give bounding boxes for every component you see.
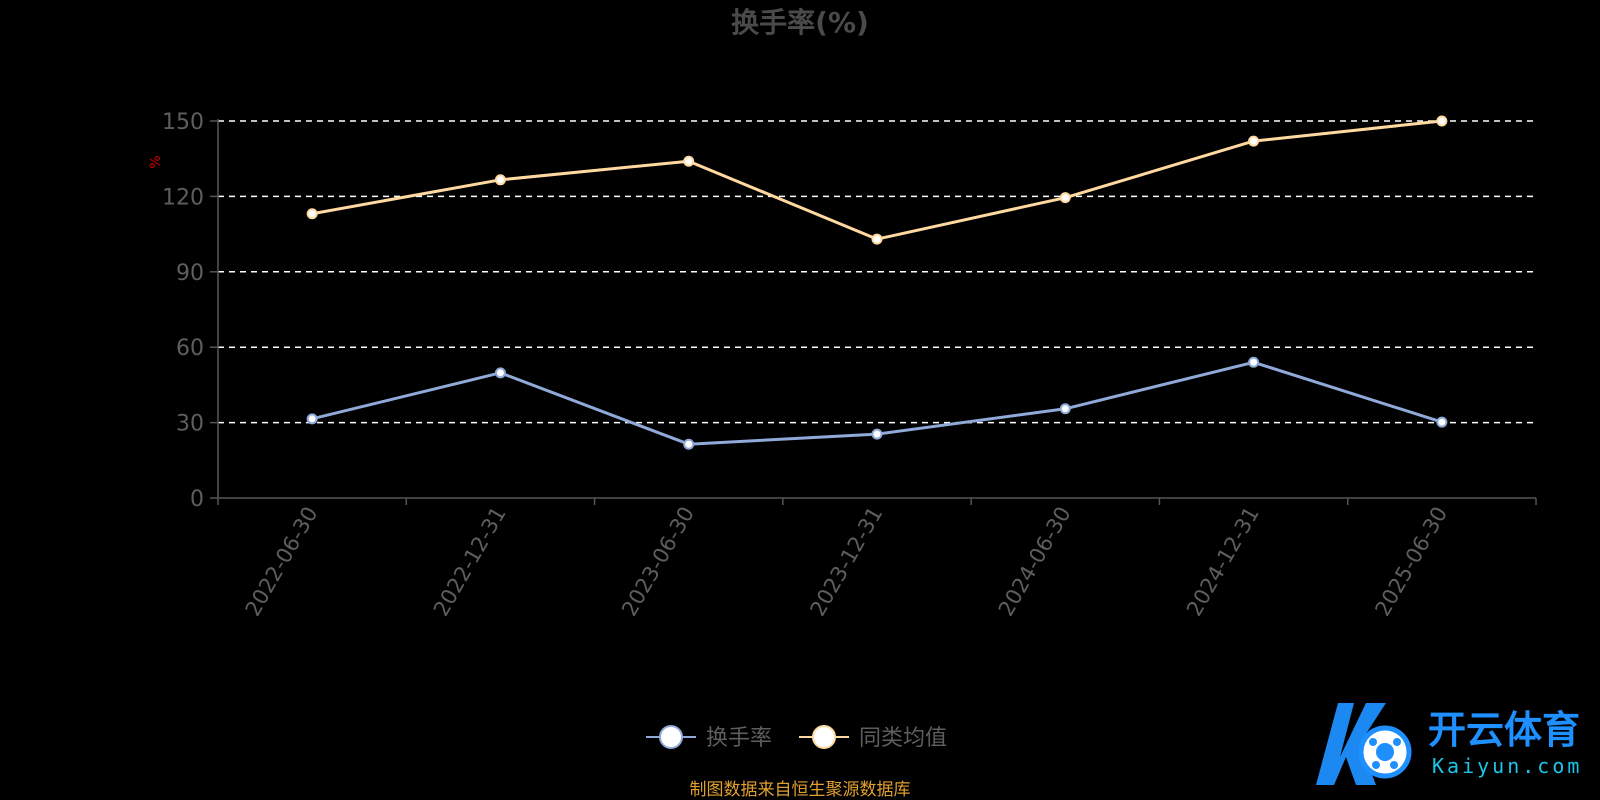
data-point[interactable] <box>494 174 506 186</box>
data-point[interactable] <box>1248 356 1260 368</box>
y-tick-label: 0 <box>190 487 204 512</box>
data-point[interactable] <box>1059 192 1071 204</box>
data-point[interactable] <box>1436 416 1448 428</box>
series-lines <box>306 115 1448 450</box>
data-point[interactable] <box>683 155 695 167</box>
data-point[interactable] <box>306 413 318 425</box>
legend-marker-peer-average <box>812 725 836 749</box>
y-tick-label: 60 <box>176 336 204 361</box>
source-note: 制图数据来自恒生聚源数据库 <box>690 780 911 800</box>
x-tick-label: 2025-06-30 <box>1370 503 1452 621</box>
data-point[interactable] <box>871 233 883 245</box>
brand-en: Kaiyun.com <box>1432 754 1582 778</box>
series-0 <box>306 356 1448 450</box>
y-axis-label: % <box>148 155 164 168</box>
legend-label-turnover: 换手率 <box>706 726 772 751</box>
y-tick-label: 30 <box>176 412 204 437</box>
x-tick-label: 2024-06-30 <box>994 503 1076 621</box>
data-point[interactable] <box>871 428 883 440</box>
x-tick-label: 2023-12-31 <box>806 503 888 621</box>
data-point[interactable] <box>1436 115 1448 127</box>
y-tick-label: 150 <box>162 110 204 135</box>
series-line <box>311 119 1443 241</box>
x-tick-labels: 2022-06-30 2022-12-31 2023-06-30 2023-12-31… <box>241 503 1453 621</box>
legend-label-peer-average: 同类均值 <box>859 726 947 751</box>
x-tick-label: 2022-12-31 <box>429 503 511 621</box>
data-point[interactable] <box>1248 135 1260 147</box>
x-tick-label: 2024-12-31 <box>1182 503 1264 621</box>
watermark-logo: 开云体育 Kaiyun.com <box>1316 703 1582 785</box>
data-point[interactable] <box>1059 403 1071 415</box>
legend-item-turnover[interactable]: 换手率 <box>646 725 772 751</box>
k-logo-mark <box>1316 703 1386 785</box>
legend-marker-turnover <box>659 725 683 749</box>
data-point[interactable] <box>683 438 695 450</box>
data-point[interactable] <box>306 208 318 220</box>
y-tick-label: 90 <box>176 261 204 286</box>
legend-item-peer-average[interactable]: 同类均值 <box>799 725 947 751</box>
chart-title: 换手率(%) <box>731 6 869 39</box>
brand-cn: 开云体育 <box>1428 708 1580 752</box>
grid-lines <box>218 120 1536 424</box>
series-1 <box>306 115 1448 245</box>
y-tick-label: 120 <box>162 185 204 210</box>
x-tick-label: 2022-06-30 <box>241 503 323 621</box>
y-tick-labels: 0 30 60 90 120 150 <box>162 110 204 512</box>
data-point[interactable] <box>494 367 506 379</box>
legend: 换手率 同类均值 <box>646 725 947 751</box>
x-tick-label: 2023-06-30 <box>617 503 699 621</box>
axes <box>210 119 1537 505</box>
